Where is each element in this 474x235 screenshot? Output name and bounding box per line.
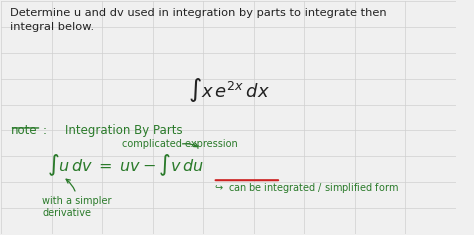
Text: $\int x\, e^{2x}\, dx$: $\int x\, e^{2x}\, dx$ [188, 76, 270, 104]
Text: $\hookrightarrow$ can be integrated / simplified form: $\hookrightarrow$ can be integrated / si… [213, 181, 399, 195]
Text: note: note [10, 125, 37, 137]
Text: $\int u\, dv\;=\; uv - \int v\, du$: $\int u\, dv\;=\; uv - \int v\, du$ [47, 152, 204, 178]
Text: Determine u and dv used in integration by parts to integrate then
integral below: Determine u and dv used in integration b… [10, 8, 387, 32]
Text: complicated expression: complicated expression [122, 139, 237, 149]
Text: :: : [42, 125, 46, 137]
Text: with a simpler
derivative: with a simpler derivative [42, 179, 112, 218]
Text: Integration By Parts: Integration By Parts [65, 125, 182, 137]
